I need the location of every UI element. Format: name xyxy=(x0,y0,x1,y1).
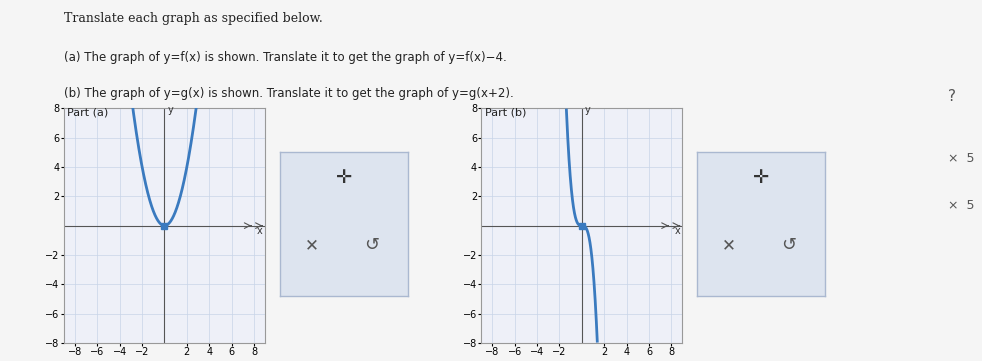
Text: ✕: ✕ xyxy=(304,236,319,255)
Text: ↺: ↺ xyxy=(364,236,379,255)
Text: ×  5: × 5 xyxy=(948,199,974,212)
Text: y: y xyxy=(168,105,174,115)
Text: Part (b): Part (b) xyxy=(484,108,526,118)
Text: ×  5: × 5 xyxy=(948,152,974,165)
Text: ?: ? xyxy=(948,89,955,104)
Text: ✕: ✕ xyxy=(722,236,736,255)
Text: ✛: ✛ xyxy=(753,168,769,187)
Text: (a) The graph of y⁠=⁠f⁠(x) is shown. Translate it to get the graph of y⁠=⁠f⁠(x)−: (a) The graph of y⁠=⁠f⁠(x) is shown. Tra… xyxy=(64,51,507,64)
Text: ↺: ↺ xyxy=(782,236,796,255)
Text: (b) The graph of y⁠=⁠g⁠(x) is shown. Translate it to get the graph of y⁠=⁠g⁠(x+2: (b) The graph of y⁠=⁠g⁠(x) is shown. Tra… xyxy=(64,87,514,100)
Text: Part (a): Part (a) xyxy=(67,108,108,118)
Text: y: y xyxy=(585,105,591,115)
Text: x: x xyxy=(675,226,681,236)
Text: x: x xyxy=(257,226,263,236)
Text: ✛: ✛ xyxy=(336,168,352,187)
Text: Translate each graph as specified below.: Translate each graph as specified below. xyxy=(64,12,322,25)
